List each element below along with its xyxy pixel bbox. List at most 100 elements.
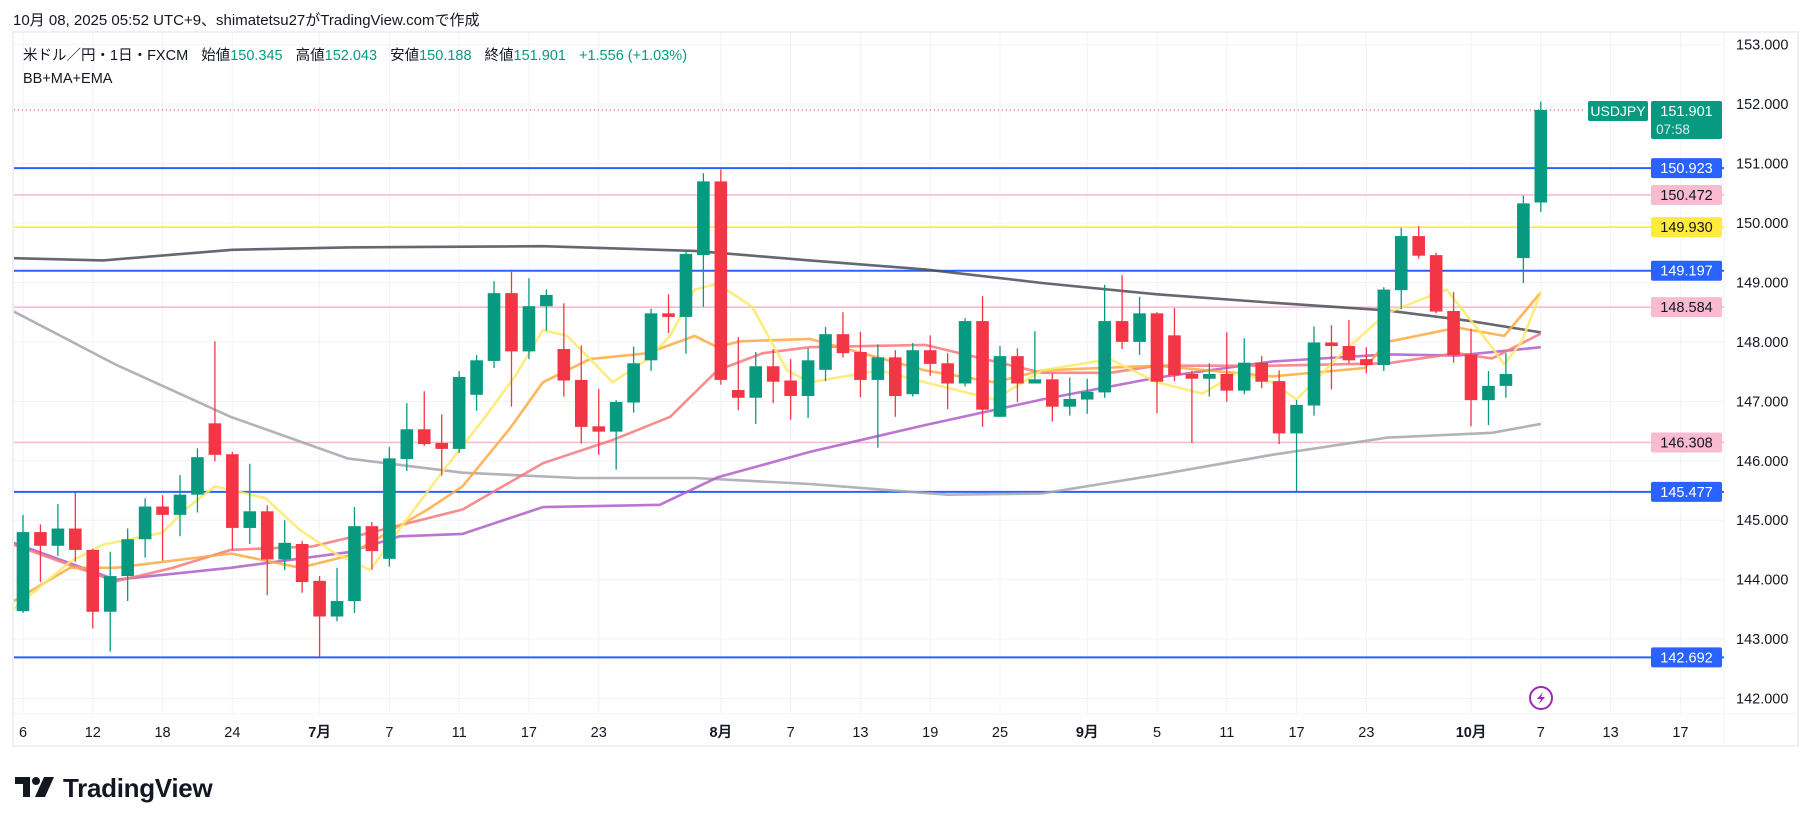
candle-body [69,528,82,550]
candle-body [1429,255,1443,312]
candle-body [383,458,396,559]
candle-up [1307,326,1321,416]
candle-body [1394,236,1408,291]
time-axis[interactable]: 6 12 18 24 7月 7 11 17 23 8月 7 13 19 25 9月 5 11 17 23 10月 7 13… [19,724,1689,741]
candle-body [1168,335,1181,376]
candle-body [243,511,257,528]
candle-up [819,327,832,382]
candle-body [1011,356,1024,384]
candle-down [1429,252,1443,314]
time-axis-label: 23 [1358,725,1374,741]
candle-body [1255,362,1268,382]
time-axis-label: 11 [1219,725,1234,741]
candle-up [993,346,1007,417]
candle-down [260,505,274,596]
candle-body [1290,404,1303,434]
candle-body [731,390,745,398]
candle-down [1185,371,1199,443]
candle-down [156,495,169,561]
candle-body [313,580,326,617]
candle-down [1412,225,1425,259]
candle-body [1307,342,1321,406]
candle-body [34,532,47,546]
candle-body [51,528,65,546]
chart-legend: 米ドル／円・1日・FXCM 始値150.345 高値152.043 安値150.… [23,44,687,87]
time-axis-label: 7 [787,725,795,741]
time-axis-label: 7月 [308,724,331,741]
candle-body [644,313,658,361]
candle-body [1063,398,1077,407]
symbol-tag: USDJPY [1590,103,1646,119]
candle-body [1046,379,1059,407]
indicators-legend[interactable]: BB+MA+EMA [23,71,113,87]
candle-down [86,548,100,629]
candle-body [208,423,222,455]
candle-body [993,356,1007,417]
high-value: 152.043 [324,48,378,64]
candle-down [417,391,431,446]
level-price-label-bg [1651,184,1722,205]
level-price-label: 145.477 [1660,485,1712,501]
candle-body [1412,236,1425,256]
level-price-label: 142.692 [1660,650,1712,666]
candle-down [69,492,82,562]
candle-body [766,366,780,382]
price-tick-label: 151.000 [1736,157,1788,173]
candle-body [330,601,344,617]
candle-down [505,271,518,407]
candle-up [1133,296,1146,355]
candle-down [1272,370,1286,445]
candle-up [487,281,501,369]
candle-up [697,173,710,307]
candle-down [1150,312,1164,414]
grid-lines [14,33,1797,746]
price-axis[interactable]: 153.000 152.000 151.000 150.000 149.000 148.0… [1736,38,1788,708]
price-tick-label: 147.000 [1736,394,1788,410]
candle-down [1342,319,1356,364]
level-price-label-bg [1651,217,1722,238]
candle-up [173,475,187,537]
candle-body [906,350,920,395]
chart-credit: 10月 08, 2025 05:52 UTC+9、shimatetsu27がTr… [13,12,480,29]
candle-up [801,348,815,418]
last-price-label: 151.901 [1660,104,1712,120]
time-axis-label: 8月 [710,724,733,741]
candle-body [348,526,361,602]
candle-down [731,337,745,411]
indicator-ema-orange [14,291,1542,603]
candle-body [1185,373,1199,379]
candle-body [1499,373,1513,386]
level-price-label-bg [1651,297,1722,318]
candle-body [819,334,832,370]
tradingview-logo[interactable]: TradingView [15,773,213,803]
candle-body [138,506,152,540]
candle-body [452,376,466,449]
symbol-tag-bg [1588,100,1648,121]
candle-up [1482,371,1495,426]
candle-body [505,293,518,352]
candle-up [1203,363,1216,397]
candle-body [16,532,30,612]
candle-body [1150,313,1164,382]
candle-down [1255,356,1268,389]
candle-body [662,313,675,317]
candle-down [1220,332,1234,402]
candle-up [1534,101,1548,212]
candle-body [592,426,606,432]
candle-body [1377,289,1391,366]
price-labels: 150.923 150.472 149.930 149.197 148.584 146.3… [1588,100,1722,668]
candle-up [1290,400,1303,492]
open-label: 始値 [201,48,231,64]
price-tick-label: 142.000 [1736,692,1788,708]
candle-down [714,169,728,385]
candle-body [487,293,501,361]
candle-up [1098,284,1111,398]
events-lightning-icon[interactable] [1529,686,1553,710]
time-axis-label: 17 [521,725,537,741]
time-axis-label: 17 [1672,725,1688,741]
candle-up [400,403,414,471]
candle-body [278,542,291,560]
candle-body [627,363,640,403]
candle-up [749,351,763,424]
